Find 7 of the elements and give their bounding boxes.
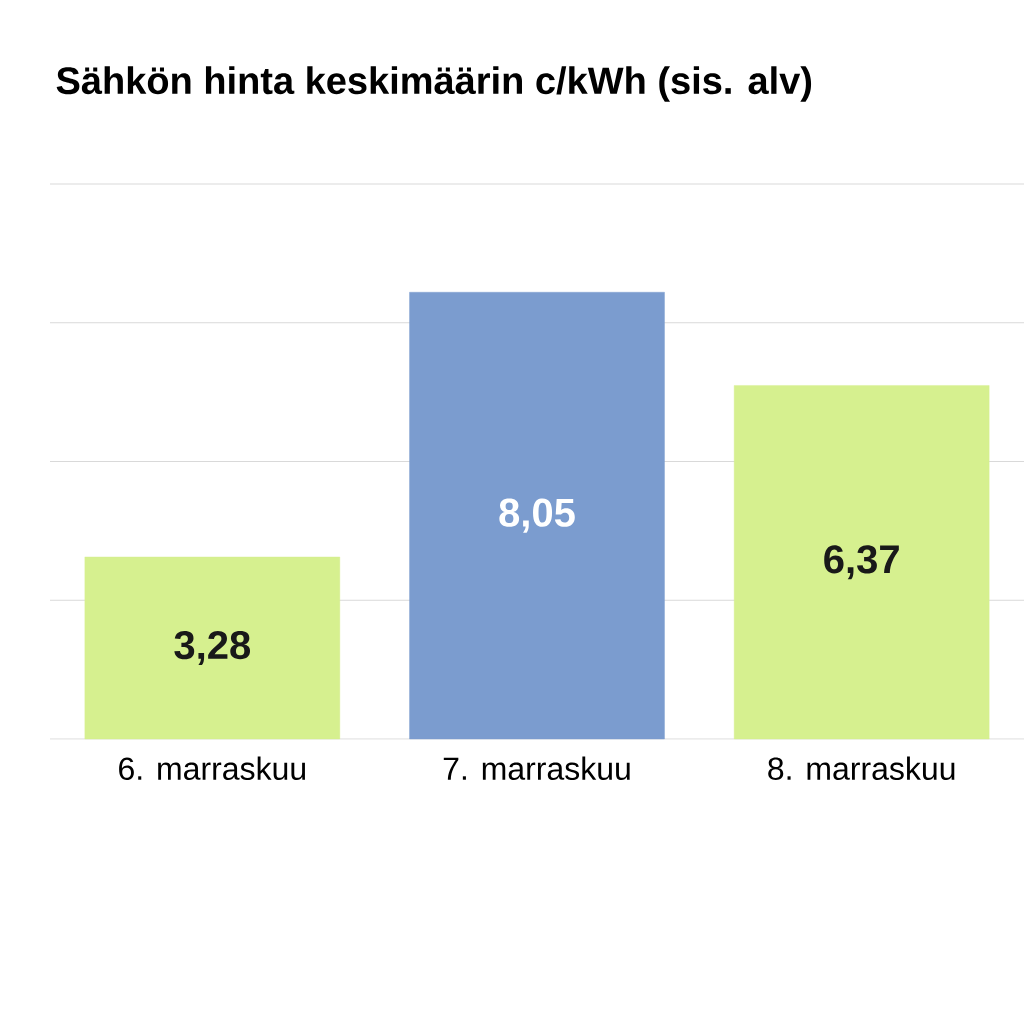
x-tick-label: 6. marraskuu (119, 756, 306, 781)
x-tick-label: 7. marraskuu (443, 756, 630, 781)
x-tick-label: 8. marraskuu (768, 756, 955, 781)
chart-title: Sähkön hinta keskimäärin c/kWh (sis. alv) (56, 66, 812, 102)
data-label: 8,05 (499, 498, 575, 533)
data-label: 3,28 (174, 630, 251, 666)
data-label: 6,37 (824, 545, 899, 580)
